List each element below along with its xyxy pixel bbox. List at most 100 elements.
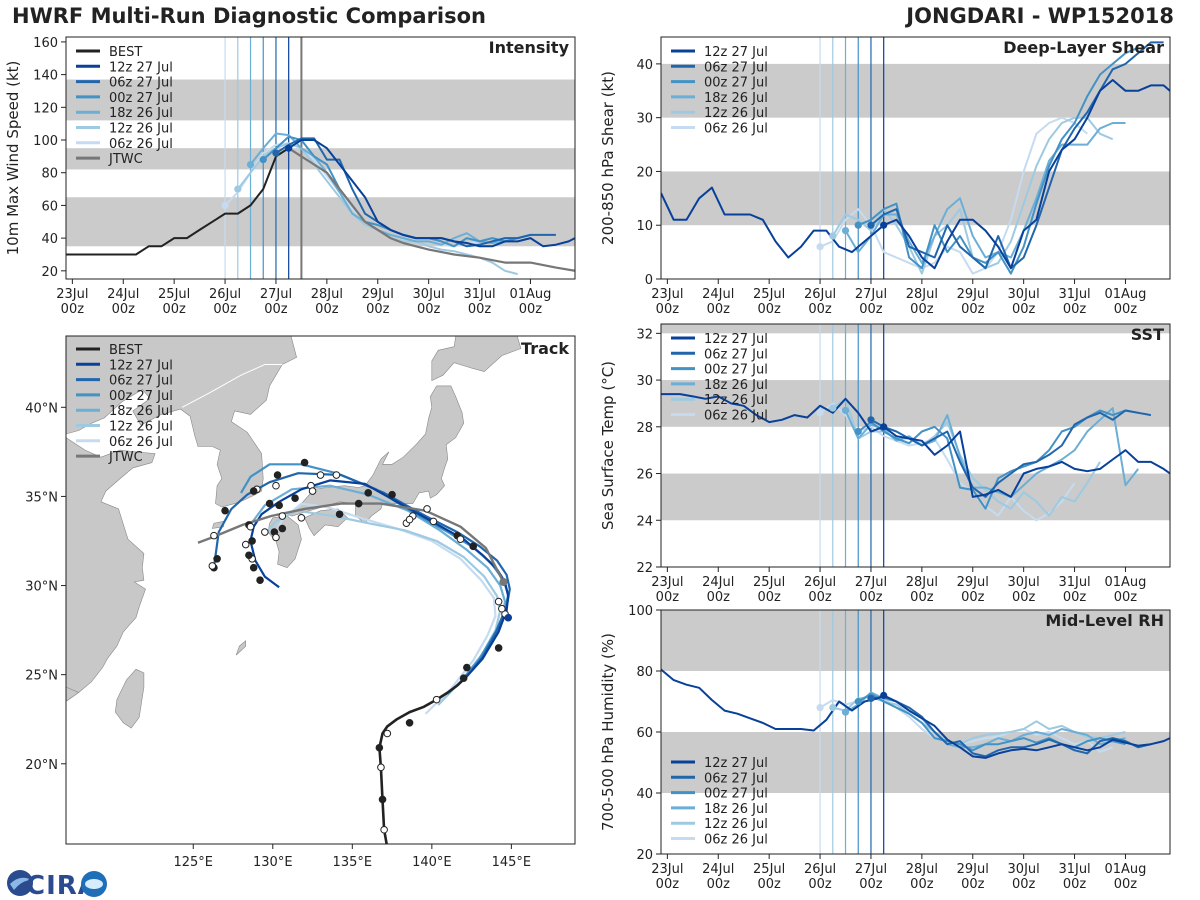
track-position-marker <box>388 490 396 499</box>
sst-xtick-label: 30Jul <box>1008 575 1040 590</box>
rh-xtick-label: 01Aug <box>1104 862 1146 877</box>
rh-series-line <box>857 692 1126 752</box>
track-init-marker <box>504 614 512 622</box>
rh-xtick-label: 27Jul <box>855 862 887 877</box>
track-position-marker <box>241 540 250 549</box>
sst-legend-label: 12z 27 Jul <box>704 332 768 347</box>
shear-xtick-label: 23Jul <box>651 287 683 302</box>
shear-init-marker <box>854 221 862 229</box>
sst-init-marker <box>854 427 862 436</box>
track-position-marker <box>265 499 274 508</box>
intensity-init-marker <box>285 144 293 152</box>
intensity-ytick-label: 40 <box>41 232 58 247</box>
track-best-marker <box>378 795 387 804</box>
rh-legend-label: 06z 27 Jul <box>704 771 768 786</box>
intensity-init-marker <box>221 201 229 210</box>
rh-xtick-label: 30Jul <box>1008 862 1040 877</box>
sst-init-marker <box>829 404 837 412</box>
fujian-landmass <box>66 686 80 702</box>
track-position-marker <box>456 535 465 544</box>
track-position-marker <box>221 506 229 515</box>
shear-xtick-label: 30Jul <box>1008 287 1040 302</box>
shear-frame <box>660 36 1171 280</box>
track-position-marker <box>469 542 478 551</box>
sst-ytick-label: 26 <box>636 468 653 483</box>
track-position-marker <box>249 563 258 572</box>
track-ytick-label: 30°N <box>25 580 58 595</box>
korea-border-line <box>181 364 283 408</box>
track-position-marker <box>210 531 218 540</box>
rh-xtick-label: 28Jul <box>906 862 938 877</box>
rh-ytick-label: 80 <box>636 665 653 680</box>
intensity-band <box>66 79 575 121</box>
track-xtick-label: 140°E <box>412 855 452 870</box>
track-position-marker <box>249 487 258 495</box>
sst-xtick-label: 00z <box>961 590 985 605</box>
intensity-xtick-label: 27Jul <box>260 287 292 302</box>
track-ytick-label: 40°N <box>25 401 58 416</box>
sst-xtick-label: 24Jul <box>702 575 734 590</box>
sst-ylabel: Sea Surface Temp (°C) <box>599 361 617 530</box>
shear-series-line <box>819 116 1088 275</box>
shear-init-marker <box>867 221 875 229</box>
shear-xtick-label: 00z <box>1114 302 1138 317</box>
sst-band <box>661 473 1170 521</box>
sst-xtick-label: 23Jul <box>651 575 683 590</box>
shear-xtick-label: 00z <box>707 302 731 317</box>
intensity-frame <box>65 36 576 280</box>
sst-xtick-label: 01Aug <box>1104 575 1146 590</box>
sst-xtick-label: 29Jul <box>957 575 989 590</box>
rh-ytick-label: 60 <box>636 726 653 741</box>
shear-series-line <box>870 41 1164 270</box>
rh-xtick-label: 00z <box>859 877 883 892</box>
track-frame <box>65 335 576 845</box>
track-best-marker <box>375 743 384 752</box>
rh-xtick-label: 00z <box>757 877 781 892</box>
shear-xtick-label: 26Jul <box>804 287 836 302</box>
intensity-xtick-label: 00z <box>264 302 288 317</box>
intensity-xtick-label: 00z <box>112 302 136 317</box>
sst-xtick-label: 00z <box>910 590 934 605</box>
intensity-xtick-label: 30Jul <box>413 287 445 302</box>
sst-legend-label: 18z 26 Jul <box>704 378 768 393</box>
sst-series-line <box>883 425 1170 498</box>
intensity-ylabel: 10m Max Wind Speed (kt) <box>4 61 22 256</box>
track-title: Track <box>521 339 569 358</box>
sst-ytick-label: 22 <box>636 561 653 576</box>
sst-xtick-label: 00z <box>859 590 883 605</box>
rh-series-line <box>870 695 1152 758</box>
track-position-marker <box>278 524 287 533</box>
shear-legend-label: 06z 26 Jul <box>704 122 768 137</box>
rh-xtick-label: 00z <box>808 877 832 892</box>
honshu-landmass <box>286 385 465 524</box>
track-ytick-label: 25°N <box>25 669 58 684</box>
intensity-xtick-label: 24Jul <box>107 287 139 302</box>
shear-legend-label: 12z 26 Jul <box>704 106 768 121</box>
intensity-legend-label: BEST <box>109 45 142 60</box>
intensity-xtick-label: 00z <box>366 302 390 317</box>
track-position-marker <box>429 517 438 526</box>
intensity-series-line <box>66 147 290 256</box>
hokkaido-landmass <box>431 336 522 382</box>
rh-legend-label: 12z 26 Jul <box>704 817 768 832</box>
sst-xtick-label: 00z <box>656 590 680 605</box>
track-position-marker <box>208 562 217 570</box>
track-jtwc-init-marker <box>499 577 508 586</box>
intensity-ytick-label: 60 <box>41 199 58 214</box>
shear-xtick-label: 00z <box>757 302 781 317</box>
intensity-xtick-label: 31Jul <box>463 287 495 302</box>
track-legend-label: 12z 26 Jul <box>109 420 173 435</box>
track-legend-label: 06z 27 Jul <box>109 374 173 389</box>
rh-legend-label: 06z 26 Jul <box>704 833 768 848</box>
sst-xtick-label: 27Jul <box>855 575 887 590</box>
track-position-marker <box>423 505 431 513</box>
shear-xtick-label: 27Jul <box>855 287 887 302</box>
sst-init-marker <box>867 416 875 424</box>
logo-swirl-icon <box>10 877 32 890</box>
track-best-marker <box>405 718 414 727</box>
sst-series-line <box>819 402 1076 522</box>
intensity-legend-label: 12z 27 Jul <box>109 60 173 75</box>
intensity-init-marker <box>234 185 242 193</box>
sst-series-line <box>661 393 885 433</box>
intensity-ytick-label: 20 <box>41 265 58 280</box>
